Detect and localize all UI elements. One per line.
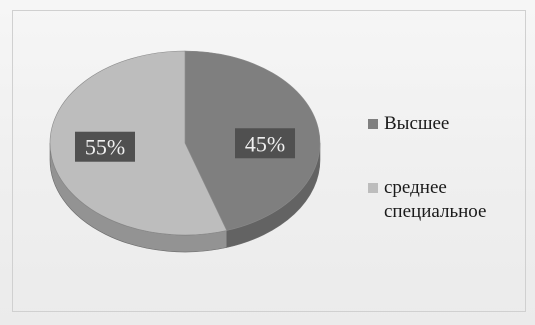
data-label-0: 45% (245, 131, 285, 156)
legend-swatch-srednee (368, 183, 378, 193)
legend-item-vysshee: Высшее (368, 112, 528, 136)
pie-group: 45% 55% (49, 50, 321, 253)
legend-item-srednee: среднее специальное (368, 176, 528, 224)
legend-label-srednee: среднее специальное (384, 177, 487, 222)
data-label-box-0 (235, 128, 296, 159)
legend-label-vysshee: Высшее (384, 113, 450, 134)
legend-swatch-vysshee (368, 119, 378, 129)
legend: Высшее среднее специальное (368, 112, 528, 224)
data-label-1: 55% (85, 135, 125, 160)
pie-slice-1 (49, 50, 228, 236)
data-label-box-1 (74, 131, 135, 162)
chart-border (12, 10, 526, 312)
